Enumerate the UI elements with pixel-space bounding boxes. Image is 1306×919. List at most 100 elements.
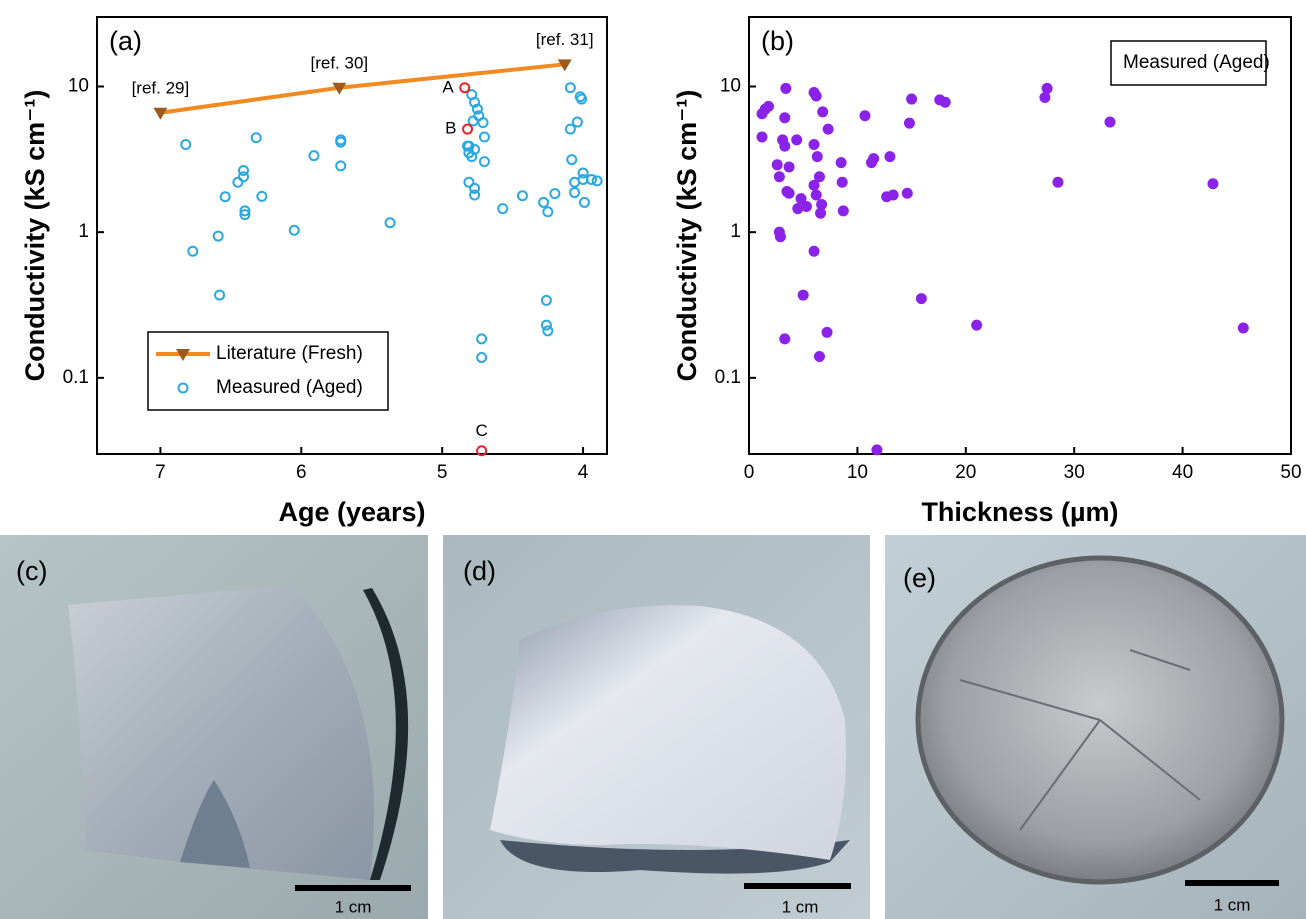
data-point (836, 157, 847, 168)
data-point (309, 151, 318, 160)
data-point (239, 166, 248, 175)
highlight-label: C (475, 421, 487, 440)
x-tick-label: 6 (296, 462, 307, 483)
panel-label: (e) (903, 563, 936, 593)
data-point (801, 201, 812, 212)
data-point (290, 226, 299, 235)
data-point (518, 191, 527, 200)
data-point (809, 139, 820, 150)
panel-label: (b) (761, 26, 794, 56)
data-point (940, 97, 951, 108)
photo-e: (e) 1 cm (885, 535, 1306, 919)
data-point (906, 94, 917, 105)
data-point (479, 118, 488, 127)
data-point (780, 83, 791, 94)
data-point (779, 333, 790, 344)
data-point (542, 296, 551, 305)
data-point (779, 141, 790, 152)
sample (490, 605, 846, 860)
data-point (871, 444, 882, 455)
scale-label: 1 cm (1214, 895, 1251, 914)
data-point (838, 205, 849, 216)
data-point (1238, 322, 1249, 333)
data-point (580, 198, 589, 207)
chart: 76540.1110Age (years)Conductivity (kS cm… (20, 17, 607, 527)
data-point (837, 177, 848, 188)
data-point (477, 353, 486, 362)
data-point (809, 246, 820, 257)
y-tick-label: 0.1 (63, 367, 89, 388)
data-point (971, 320, 982, 331)
data-point (257, 192, 266, 201)
data-point (1042, 83, 1053, 94)
panel-label: (c) (16, 556, 47, 586)
y-tick-label: 10 (720, 76, 741, 97)
data-point (823, 124, 834, 135)
data-point (822, 327, 833, 338)
data-point (916, 293, 927, 304)
data-point (816, 199, 827, 210)
data-point (566, 83, 575, 92)
data-point (779, 112, 790, 123)
x-tick-label: 10 (847, 462, 868, 483)
data-point (543, 207, 552, 216)
data-point (775, 231, 786, 242)
data-point (902, 188, 913, 199)
data-point (593, 176, 602, 185)
annotation: [ref. 31] (536, 30, 594, 49)
y-tick-label: 10 (68, 76, 89, 97)
highlight-point (460, 83, 469, 92)
data-point (233, 178, 242, 187)
data-point (566, 125, 575, 134)
data-point (812, 151, 823, 162)
data-point (868, 153, 879, 164)
data-point (791, 134, 802, 145)
data-point (774, 171, 785, 182)
x-axis-label: Age (years) (278, 497, 425, 527)
data-point (215, 291, 224, 300)
x-tick-label: 30 (1064, 462, 1085, 483)
data-point (221, 192, 230, 201)
data-point (884, 151, 895, 162)
x-tick-label: 4 (578, 462, 589, 483)
data-point (214, 232, 223, 241)
y-axis-label: Conductivity (kS cm⁻¹) (672, 90, 702, 382)
scale-label: 1 cm (335, 897, 372, 916)
annotation: [ref. 30] (311, 53, 369, 72)
data-point (757, 132, 768, 143)
data-point (539, 198, 548, 207)
annotation: [ref. 29] (132, 78, 190, 97)
photo-c: (c) 1 cm (0, 535, 428, 919)
data-point (252, 133, 261, 142)
data-point (888, 189, 899, 200)
legend-label: Measured (Aged) (216, 377, 363, 398)
data-point (1039, 92, 1050, 103)
legend-label: Measured (Aged) (1123, 52, 1270, 73)
y-tick-label: 0.1 (715, 367, 741, 388)
data-point (480, 157, 489, 166)
x-tick-label: 20 (955, 462, 976, 483)
x-tick-label: 40 (1172, 462, 1193, 483)
data-point (573, 118, 582, 127)
highlight-point (463, 125, 472, 134)
data-point (386, 218, 395, 227)
data-point (1052, 177, 1063, 188)
data-point (798, 290, 809, 301)
data-point (336, 161, 345, 170)
panel-label: (d) (463, 556, 496, 586)
x-axis-label: Thickness (µm) (921, 497, 1118, 527)
legend-label: Literature (Fresh) (216, 343, 363, 364)
data-point (550, 189, 559, 198)
data-point (480, 133, 489, 142)
data-point (814, 171, 825, 182)
data-point (543, 326, 552, 335)
data-point (817, 106, 828, 117)
x-tick-label: 0 (744, 462, 755, 483)
data-point (784, 188, 795, 199)
highlight-label: B (445, 119, 456, 138)
y-tick-label: 1 (78, 221, 89, 242)
y-axis-label: Conductivity (kS cm⁻¹) (20, 90, 50, 382)
data-point (567, 155, 576, 164)
highlight-label: A (442, 77, 454, 96)
